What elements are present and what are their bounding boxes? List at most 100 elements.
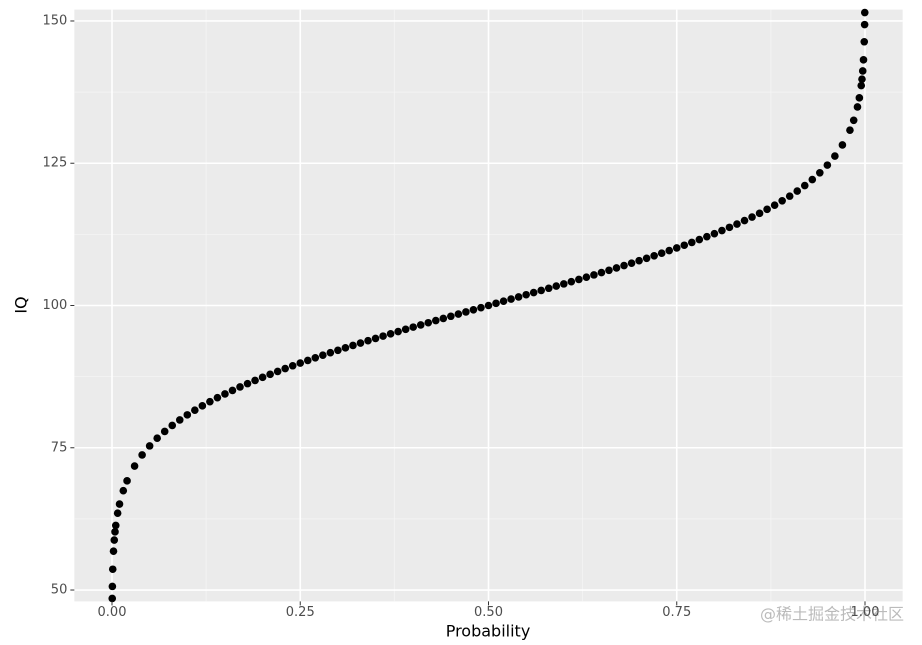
y-tick-label: 125: [43, 156, 68, 171]
watermark: @稀土掘金技术社区: [760, 605, 904, 624]
point: [115, 500, 124, 508]
point: [552, 282, 561, 290]
point: [499, 297, 508, 306]
point: [567, 277, 576, 286]
point: [341, 344, 350, 352]
point: [424, 318, 433, 327]
point: [183, 411, 192, 419]
point: [642, 254, 651, 263]
point: [672, 244, 681, 252]
point: [514, 293, 523, 301]
point: [793, 187, 802, 195]
point: [855, 94, 864, 102]
point: [258, 373, 267, 382]
point: [462, 308, 470, 316]
point: [582, 273, 591, 281]
point: [251, 376, 259, 385]
point: [401, 325, 410, 334]
point: [755, 209, 764, 218]
x-tick-label: 0.00: [98, 605, 127, 620]
point: [605, 266, 613, 275]
point: [620, 261, 628, 270]
point: [153, 434, 161, 442]
point: [597, 268, 606, 277]
point: [108, 582, 117, 591]
point: [770, 201, 779, 209]
y-tick-label: 150: [43, 13, 68, 28]
point: [138, 451, 146, 459]
point: [175, 416, 184, 424]
point: [379, 332, 387, 340]
point: [296, 359, 305, 367]
point: [823, 161, 832, 169]
point: [560, 280, 568, 288]
point: [123, 477, 131, 485]
point: [191, 406, 199, 415]
point: [859, 56, 868, 64]
point: [650, 251, 658, 260]
point: [108, 565, 117, 574]
point: [484, 301, 493, 310]
point: [710, 229, 719, 238]
point: [454, 310, 463, 318]
point: [447, 312, 455, 321]
point: [364, 336, 372, 345]
point: [198, 402, 207, 410]
point: [145, 442, 154, 450]
point: [349, 341, 357, 350]
point: [860, 37, 869, 46]
point: [206, 397, 214, 406]
point: [469, 305, 478, 314]
point: [858, 67, 867, 75]
x-tick-label: 0.25: [286, 605, 315, 620]
point: [113, 509, 122, 517]
point: [860, 20, 869, 29]
point: [778, 196, 786, 205]
point: [416, 321, 425, 329]
point: [108, 594, 117, 603]
point: [544, 284, 553, 293]
x-axis-title: Probability: [446, 622, 531, 641]
point: [119, 486, 128, 495]
point: [718, 226, 726, 235]
point: [409, 323, 418, 331]
point: [590, 271, 598, 279]
point: [477, 303, 485, 312]
point: [763, 205, 771, 214]
point: [303, 356, 312, 365]
y-axis-title: IQ: [12, 296, 31, 313]
point: [326, 348, 335, 357]
point: [688, 238, 696, 247]
point: [665, 246, 674, 255]
point: [529, 288, 538, 297]
point: [266, 370, 274, 379]
point: [319, 351, 327, 360]
point: [857, 81, 866, 90]
point: [849, 116, 858, 125]
point: [334, 346, 342, 355]
point: [394, 327, 402, 336]
point: [800, 181, 809, 190]
x-tick-label: 0.75: [662, 605, 691, 620]
point: [111, 528, 119, 536]
point: [657, 249, 666, 258]
point: [725, 223, 734, 232]
point: [748, 213, 756, 221]
point: [816, 169, 824, 177]
point: [635, 256, 643, 265]
point: [281, 364, 289, 373]
point: [273, 367, 282, 376]
point: [733, 220, 741, 228]
point: [110, 536, 119, 544]
x-tick-label: 1.00: [851, 605, 880, 620]
point: [858, 75, 866, 83]
point: [627, 259, 636, 267]
point: [371, 334, 380, 343]
point: [860, 8, 869, 17]
point: [785, 192, 794, 200]
point: [356, 339, 365, 347]
x-tick-label: 0.50: [474, 605, 503, 620]
point: [109, 547, 118, 555]
point: [537, 286, 546, 295]
